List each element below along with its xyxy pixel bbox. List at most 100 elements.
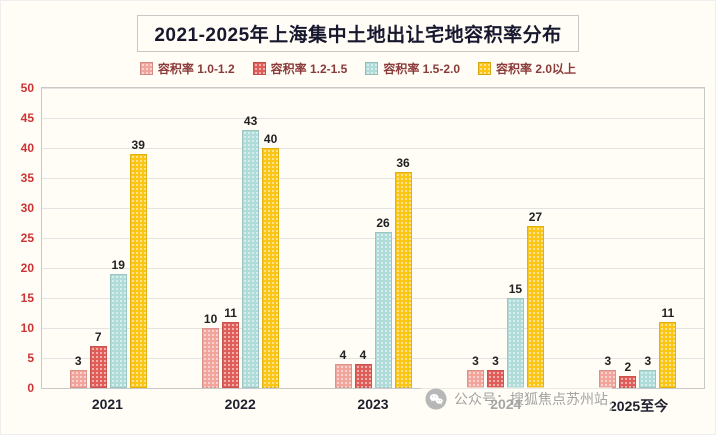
bar-wrap: 4 — [334, 348, 352, 388]
y-tick-label: 25 — [20, 231, 34, 245]
legend-swatch — [478, 62, 492, 75]
bar-容积率 1.0-1.2 — [599, 370, 617, 388]
x-axis-label: 2022 — [224, 396, 256, 412]
gridline — [42, 148, 704, 149]
bar-value-label: 26 — [376, 216, 390, 230]
gridline — [42, 118, 704, 119]
bar-容积率 2.0以上 — [659, 322, 677, 388]
bar-value-label: 27 — [528, 210, 543, 224]
gridline — [42, 208, 704, 209]
bar-容积率 1.5-2.0 — [242, 130, 260, 388]
bar-容积率 1.5-2.0 — [639, 370, 657, 388]
bar-wrap: 10 — [202, 312, 220, 388]
bar-wrap: 36 — [394, 156, 412, 388]
bar-容积率 1.2-1.5 — [89, 346, 107, 388]
bar-容积率 1.5-2.0 — [109, 274, 127, 388]
y-tick-label: 10 — [20, 321, 34, 335]
gridline — [42, 328, 704, 329]
bar-容积率 2.0以上 — [394, 172, 412, 388]
wechat-icon — [425, 388, 447, 410]
gridline — [42, 358, 704, 359]
y-tick-label: 30 — [20, 201, 34, 215]
bar-value-label: 15 — [508, 282, 523, 296]
gridline — [42, 178, 704, 179]
bar-wrap: 3 — [599, 354, 617, 388]
bar-value-label: 10 — [203, 312, 218, 326]
gridline — [42, 238, 704, 239]
bar-value-label: 4 — [359, 348, 367, 362]
bar-value-label: 7 — [94, 330, 102, 344]
legend-item: 容积率 1.2-1.5 — [252, 60, 347, 77]
y-tick-label: 50 — [20, 81, 34, 95]
legend-label: 容积率 1.0-1.2 — [157, 62, 235, 76]
bar-容积率 2.0以上 — [526, 226, 544, 388]
bar-value-label: 4 — [339, 348, 347, 362]
legend-item: 容积率 2.0以上 — [478, 60, 576, 77]
legend-swatch — [365, 62, 379, 75]
x-axis-label: 2021 — [91, 396, 123, 412]
bar-wrap: 15 — [506, 282, 524, 388]
bar-容积率 1.5-2.0 — [374, 232, 392, 388]
bar-容积率 1.2-1.5 — [354, 364, 372, 388]
bar-value-label: 3 — [492, 354, 499, 368]
legend-label: 容积率 2.0以上 — [496, 62, 577, 76]
bar-value-label: 39 — [131, 138, 145, 152]
legend-item: 容积率 1.0-1.2 — [139, 60, 235, 77]
bar-value-label: 40 — [263, 132, 278, 146]
bar-value-label: 11 — [224, 306, 237, 320]
legend: 容积率 1.0-1.2 容积率 1.2-1.5 容积率 1.5-2.0 容积率 2.0… — [11, 60, 705, 77]
bar-group-2025至今: 3 2 3 11 — [572, 306, 704, 388]
bar-容积率 1.2-1.5 — [222, 322, 240, 388]
bar-wrap: 3 — [639, 354, 657, 388]
bar-value-label: 3 — [644, 354, 652, 368]
y-tick-label: 40 — [20, 141, 34, 155]
bar-容积率 1.2-1.5 — [486, 370, 504, 388]
legend-swatch — [252, 62, 266, 75]
bar-wrap: 40 — [262, 132, 280, 388]
bar-容积率 1.2-1.5 — [619, 376, 637, 388]
bar-wrap: 7 — [89, 330, 107, 388]
bar-value-label: 3 — [604, 354, 612, 368]
gridline — [42, 268, 704, 269]
bar-wrap: 11 — [222, 306, 240, 388]
bar-wrap: 2 — [619, 360, 637, 388]
bar-wrap: 19 — [109, 258, 127, 388]
legend-item: 容积率 1.5-2.0 — [365, 60, 460, 77]
chart-title: 2021-2025年上海集中土地出让宅地容积率分布 — [137, 15, 579, 52]
bar-value-label: 43 — [243, 114, 258, 128]
bar-wrap: 43 — [242, 114, 260, 388]
y-tick-label: 15 — [20, 291, 34, 305]
bar-容积率 1.0-1.2 — [202, 328, 220, 388]
bar-wrap: 27 — [526, 210, 544, 388]
plot-area: 3 7 19 39 10 11 43 40 4 4 26 36 3 3 15 27 3 2 3 11 — [41, 87, 705, 389]
y-axis: 0 5 10 15 20 25 30 35 40 45 50 — [11, 81, 41, 395]
legend-swatch — [139, 62, 153, 75]
x-axis-label: 2025至今 — [609, 398, 669, 414]
bar-group-2021: 3 7 19 39 — [42, 138, 174, 388]
bar-group-2022: 10 11 43 40 — [174, 114, 306, 388]
bar-wrap: 4 — [354, 348, 372, 388]
bar-group-2024: 3 3 15 27 — [439, 210, 571, 388]
bar-wrap: 26 — [374, 216, 392, 388]
bar-wrap: 11 — [659, 306, 677, 388]
y-tick-label: 0 — [27, 381, 34, 395]
bar-value-label: 3 — [74, 354, 82, 368]
bar-value-label: 36 — [396, 156, 410, 170]
bar-容积率 2.0以上 — [262, 148, 280, 388]
bar-容积率 1.5-2.0 — [506, 298, 524, 388]
gridline — [42, 298, 704, 299]
bar-value-label: 11 — [661, 306, 675, 320]
y-tick-label: 20 — [20, 261, 34, 275]
x-axis-label: 2023 — [357, 396, 389, 412]
bar-wrap: 39 — [129, 138, 147, 388]
bar-容积率 1.0-1.2 — [466, 370, 484, 388]
bar-wrap: 3 — [466, 354, 484, 388]
bar-容积率 1.0-1.2 — [334, 364, 352, 388]
gridline — [42, 88, 704, 89]
bar-wrap: 3 — [69, 354, 87, 388]
y-tick-label: 5 — [27, 351, 34, 365]
bar-wrap: 3 — [486, 354, 504, 388]
bar-value-label: 2 — [624, 360, 632, 374]
y-tick-label: 45 — [20, 111, 34, 125]
